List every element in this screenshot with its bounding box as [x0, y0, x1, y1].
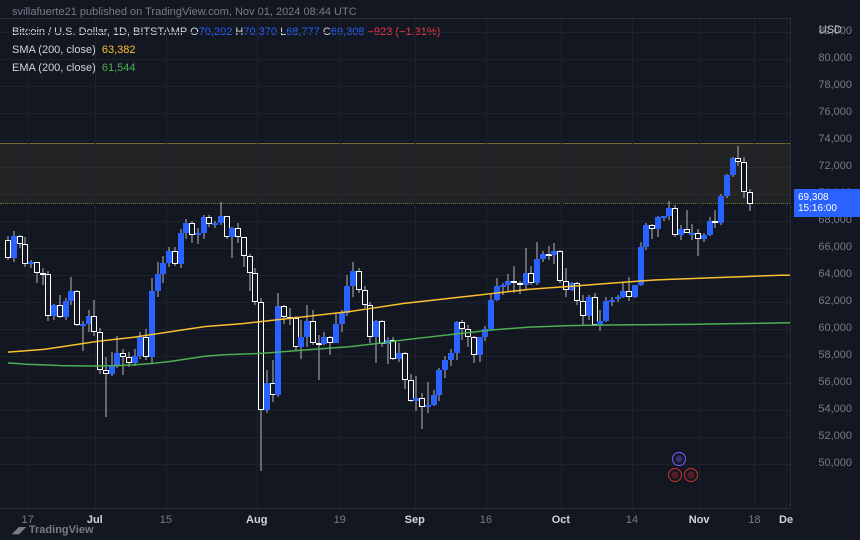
- gridline-v: [95, 19, 96, 508]
- y-tick-label: 80,000: [818, 52, 852, 64]
- gridline-h: [0, 248, 790, 249]
- x-tick-label: 16: [480, 514, 492, 526]
- gridline-v: [340, 19, 341, 508]
- chart-pane[interactable]: [0, 18, 790, 508]
- gridline-v: [632, 19, 633, 508]
- y-tick-label: 62,000: [818, 295, 852, 307]
- event-icon[interactable]: [668, 468, 682, 482]
- gridline-h: [0, 140, 790, 141]
- gridline-h: [0, 437, 790, 438]
- y-tick-label: 76,000: [818, 106, 852, 118]
- time-axis[interactable]: 17Jul15Aug19Sep16Oct14Nov18De: [0, 508, 790, 526]
- gridline-h: [0, 275, 790, 276]
- tag-price: 69,308: [798, 192, 856, 203]
- tag-countdown: 15:16:00: [798, 203, 856, 214]
- gridline-h: [0, 383, 790, 384]
- gridline-v: [486, 19, 487, 508]
- y-tick-label: 54,000: [818, 403, 852, 415]
- gridline-h: [0, 113, 790, 114]
- x-tick-label: Oct: [552, 514, 570, 526]
- y-tick-label: 74,000: [818, 133, 852, 145]
- y-tick-label: 66,000: [818, 241, 852, 253]
- resistance-zone: [0, 143, 790, 204]
- price-axis[interactable]: USD 50,00052,00054,00056,00058,00060,000…: [790, 18, 860, 508]
- gridline-h: [0, 86, 790, 87]
- x-tick-label: 14: [626, 514, 638, 526]
- y-tick-label: 64,000: [818, 268, 852, 280]
- x-tick-label: De: [779, 514, 793, 526]
- gridline-v: [257, 19, 258, 508]
- x-tick-label: Sep: [405, 514, 425, 526]
- y-tick-label: 78,000: [818, 79, 852, 91]
- y-tick-label: 52,000: [818, 430, 852, 442]
- gridline-v: [699, 19, 700, 508]
- x-tick-label: Aug: [246, 514, 267, 526]
- gridline-v: [754, 19, 755, 508]
- x-tick-label: 18: [748, 514, 760, 526]
- y-tick-label: 72,000: [818, 160, 852, 172]
- gridline-h: [0, 464, 790, 465]
- x-tick-label: 15: [160, 514, 172, 526]
- gridline-h: [0, 302, 790, 303]
- y-tick-label: 50,000: [818, 457, 852, 469]
- x-tick-label: 19: [334, 514, 346, 526]
- y-tick-label: 60,000: [818, 322, 852, 334]
- y-tick-label: 58,000: [818, 349, 852, 361]
- event-icon[interactable]: [672, 452, 686, 466]
- gridline-v: [415, 19, 416, 508]
- gridline-h: [0, 32, 790, 33]
- last-price-tag: 69,30815:16:00: [794, 189, 860, 217]
- gridline-h: [0, 329, 790, 330]
- publish-info: svillafuerte21 published on TradingView.…: [12, 6, 357, 18]
- y-tick-label: 56,000: [818, 376, 852, 388]
- y-tick-label: 82,000: [818, 25, 852, 37]
- sma-line: [0, 19, 790, 508]
- tradingview-logo: ◢◤ TradingView: [12, 524, 94, 536]
- gridline-v: [786, 19, 787, 508]
- ema-line: [0, 19, 790, 508]
- gridline-h: [0, 410, 790, 411]
- gridline-h: [0, 59, 790, 60]
- x-tick-label: Nov: [689, 514, 710, 526]
- event-icon[interactable]: [684, 468, 698, 482]
